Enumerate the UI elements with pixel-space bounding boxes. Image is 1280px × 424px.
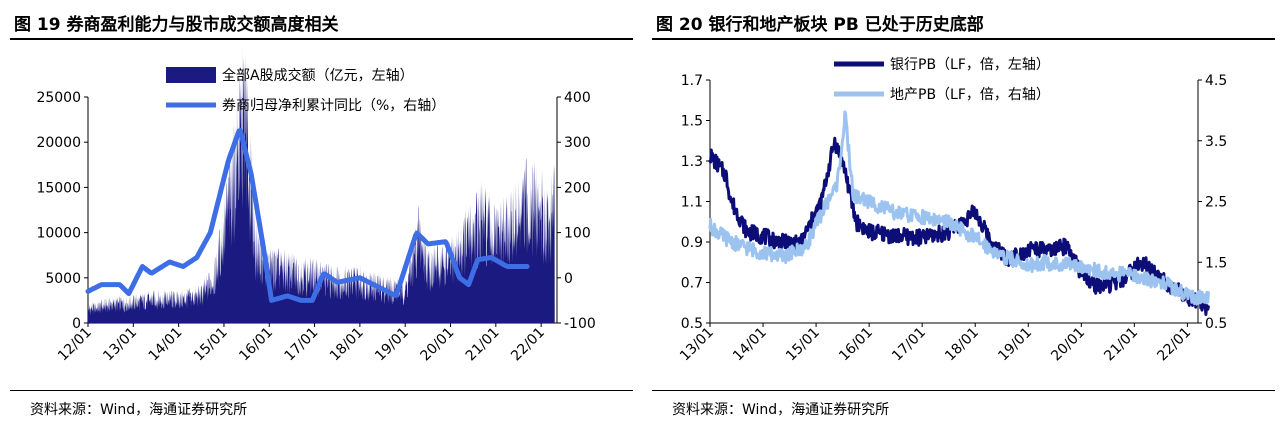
x-tick-label: 21/01 <box>1101 325 1141 365</box>
figure-title-bar: 图 19 券商盈利能力与股市成交额高度相关 <box>10 4 633 40</box>
figure-title: 图 19 券商盈利能力与股市成交额高度相关 <box>14 15 339 35</box>
right-tick-label: 4.5 <box>1205 73 1227 89</box>
right-tick-label: 300 <box>564 135 591 151</box>
left-tick-label: 1.7 <box>681 73 703 89</box>
left-tick-label: 25000 <box>36 90 81 106</box>
series-line <box>85 127 530 303</box>
left-tick-label: 1.3 <box>681 154 703 170</box>
source-note: 资料来源：Wind，海通证券研究所 <box>30 402 248 418</box>
bank-property-pb-chart: 0.50.70.91.11.31.51.70.51.52.53.54.513/0… <box>677 57 1227 365</box>
source-note-bar: 资料来源：Wind，海通证券研究所 <box>10 390 633 424</box>
right-tick-label: 1.5 <box>1205 255 1227 271</box>
right-tick-label: 200 <box>564 180 591 196</box>
right-tick-label: 0 <box>564 271 573 287</box>
left-figure: 图 19 券商盈利能力与股市成交额高度相关 0 5000 10000 15000 200… <box>10 0 633 423</box>
left-tick-label: 0.9 <box>681 235 703 251</box>
legend-label: 地产PB（LF，倍，右轴） <box>890 87 1050 103</box>
right-tick-label: -100 <box>564 316 596 332</box>
x-tick-label: 20/01 <box>1048 325 1088 365</box>
figure-title: 图 20 银行和地产板块 PB 已处于历史底部 <box>656 15 984 35</box>
left-tick-label: 20000 <box>36 135 81 151</box>
brokerage-turnover-chart: 0 5000 10000 15000 20000 25000 -100 0 100 200 300 4… <box>36 44 596 365</box>
left-tick-label: 0 <box>72 316 81 332</box>
x-tick-label: 20/01 <box>417 325 457 365</box>
x-tick-label: 19/01 <box>372 325 412 365</box>
left-tick-label: 15000 <box>36 180 81 196</box>
x-tick-label: 17/01 <box>282 325 322 365</box>
x-tick-label: 16/01 <box>836 325 876 365</box>
x-tick-label: 17/01 <box>889 325 929 365</box>
x-tick-label: 22/01 <box>1154 325 1194 365</box>
x-tick-label: 18/01 <box>942 325 982 365</box>
right-tick-label: 400 <box>564 90 591 106</box>
x-tick-label: 16/01 <box>236 325 276 365</box>
figure-title-bar: 图 20 银行和地产板块 PB 已处于历史底部 <box>652 4 1275 40</box>
right-tick-label: 3.5 <box>1205 134 1227 150</box>
x-tick-label: 14/01 <box>730 325 770 365</box>
left-tick-label: 10000 <box>36 226 81 242</box>
legend-label: 银行PB（LF，倍，左轴） <box>890 57 1050 73</box>
left-tick-label: 1.1 <box>681 195 703 211</box>
source-note-bar: 资料来源：Wind，海通证券研究所 <box>652 390 1275 424</box>
x-tick-label: 19/01 <box>995 325 1035 365</box>
x-tick-label: 21/01 <box>463 325 503 365</box>
x-tick-label: 14/01 <box>146 325 186 365</box>
series-line <box>708 136 1210 316</box>
right-figure: 图 20 银行和地产板块 PB 已处于历史底部 0.5 0.7 0.9 1.1 1.3 1… <box>652 0 1275 423</box>
left-tick-label: 1.5 <box>681 114 703 130</box>
x-tick-label: 15/01 <box>191 325 231 365</box>
bar-area <box>88 44 555 324</box>
series-line <box>708 110 1210 306</box>
legend-label: 券商归母净利累计同比（%，右轴） <box>222 97 445 114</box>
x-tick-label: 18/01 <box>327 325 367 365</box>
right-tick-label: 100 <box>564 226 591 242</box>
right-tick-label: 0.5 <box>1205 316 1227 332</box>
x-tick-label: 13/01 <box>100 325 140 365</box>
source-note: 资料来源：Wind，海通证券研究所 <box>672 402 890 418</box>
left-tick-label: 5000 <box>45 271 81 287</box>
legend-label: 全部A股成交额（亿元，左轴） <box>222 67 414 84</box>
legend-swatch <box>166 67 216 83</box>
x-tick-label: 22/01 <box>508 325 548 365</box>
x-tick-label: 15/01 <box>783 325 823 365</box>
right-tick-label: 2.5 <box>1205 195 1227 211</box>
left-tick-label: 0.7 <box>681 276 703 292</box>
left-tick-label: 0.5 <box>681 316 703 332</box>
